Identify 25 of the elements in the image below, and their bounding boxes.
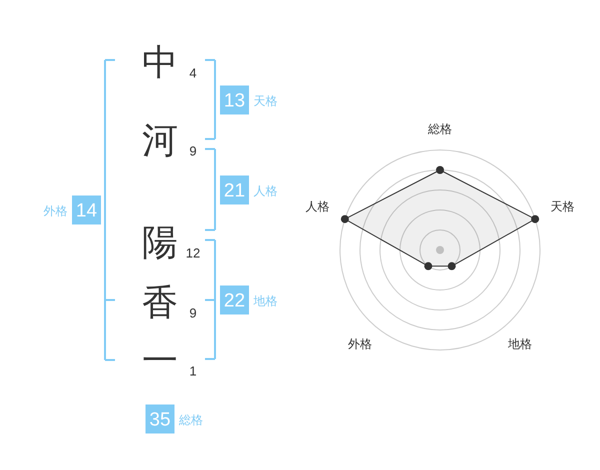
spoke-label: 総格 bbox=[427, 122, 452, 136]
name-character: 一 bbox=[142, 340, 178, 380]
name-character: 陽 bbox=[142, 222, 178, 262]
spoke-label: 地格 bbox=[507, 336, 532, 351]
text: 外格 bbox=[44, 204, 68, 218]
spoke-label: 天格 bbox=[550, 200, 574, 214]
spoke-label: 人格 bbox=[306, 200, 330, 214]
text: 地格 bbox=[252, 294, 278, 308]
text: 21 bbox=[224, 180, 246, 202]
name-character: 河 bbox=[142, 120, 178, 160]
text: 総格 bbox=[178, 413, 203, 427]
name-character: 香 bbox=[142, 282, 178, 322]
data-label: 9 bbox=[189, 144, 197, 158]
data-label: 12 bbox=[186, 246, 200, 260]
data-label: 4 bbox=[189, 66, 197, 80]
spoke-label: 外格 bbox=[348, 336, 372, 351]
text: 35 bbox=[149, 410, 171, 430]
text: 天格 bbox=[254, 94, 278, 108]
text: 13 bbox=[224, 90, 246, 112]
text: 14 bbox=[76, 200, 98, 222]
text: 22 bbox=[224, 290, 246, 312]
text: 人格 bbox=[254, 184, 278, 198]
data-label: 1 bbox=[189, 364, 197, 378]
name-character: 中 bbox=[142, 42, 178, 82]
data-label: 9 bbox=[189, 306, 197, 320]
